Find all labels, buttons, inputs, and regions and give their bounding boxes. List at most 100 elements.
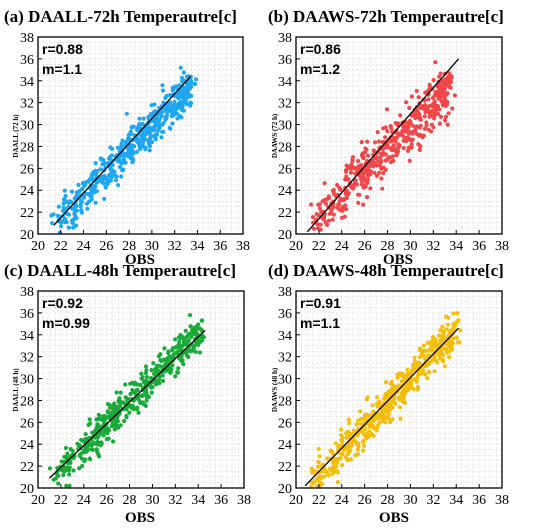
scatter-point (169, 367, 174, 372)
scatter-point (99, 174, 104, 179)
scatter-point (316, 213, 321, 218)
x-tick-label: 38 (237, 493, 251, 508)
scatter-point (131, 406, 136, 412)
x-tick-label: 32 (168, 493, 182, 508)
y-tick-label: 26 (20, 416, 34, 431)
scatter-point (163, 368, 168, 374)
scatter-point (105, 402, 110, 407)
regression-line (304, 327, 459, 487)
scatter-point (147, 138, 152, 143)
x-tick-label: 30 (403, 493, 417, 508)
scatter-point (70, 221, 75, 226)
scatter-point (376, 139, 382, 144)
scatter-point (316, 460, 321, 465)
scatter-point (415, 387, 420, 392)
scatter-point (335, 480, 341, 485)
scatter-point (149, 103, 154, 108)
y-tick-label: 34 (20, 329, 34, 344)
scatter-point (406, 381, 411, 386)
scatter-point (411, 366, 416, 371)
scatter-point (112, 407, 117, 413)
scatter-point (317, 474, 322, 479)
x-tick-label: 38 (495, 239, 509, 254)
scatter-point (161, 129, 166, 134)
scatter-point (360, 448, 366, 453)
scatter-point (109, 424, 114, 429)
scatter-point (132, 382, 137, 387)
scatter-point (183, 96, 188, 101)
scatter-point (72, 213, 78, 218)
scatter-point (348, 457, 353, 462)
panel-2: 20 22 24 26 28 30 32 34 36 38 20 22 24 26 28 30 32 34 36 38… (4, 261, 251, 526)
scatter-point (383, 420, 388, 425)
regression-line (306, 58, 460, 233)
scatter-point (364, 436, 369, 441)
scatter-point (362, 150, 368, 155)
scatter-point (365, 139, 370, 144)
scatter-point (161, 378, 166, 383)
scatter-point (178, 65, 183, 70)
scatter-point (407, 158, 412, 163)
plot-frame (295, 290, 503, 489)
scatter-point (125, 136, 131, 141)
scatter-point (135, 137, 141, 142)
scatter-point (64, 456, 70, 461)
scatter-point (316, 446, 321, 451)
scatter-point (193, 77, 199, 82)
scatter-point (385, 410, 390, 415)
scatter-point (383, 380, 389, 385)
scatter-point (452, 93, 457, 98)
x-axis-label: OBS (125, 510, 155, 526)
scatter-point (180, 78, 185, 83)
scatter-point (424, 123, 429, 128)
scatter-point (446, 111, 451, 116)
scatter-point (384, 107, 390, 112)
scatter-point (358, 409, 363, 414)
scatter-point (409, 371, 414, 376)
scatter-point (444, 314, 449, 319)
scatter-point (449, 74, 454, 79)
scatter-point (87, 456, 92, 461)
scatter-point (311, 468, 316, 473)
scatter-point (345, 451, 350, 457)
scatter-point (80, 181, 85, 186)
scatter-point (400, 129, 405, 134)
y-axis-label: DAALL (48 h) (12, 368, 20, 412)
scatter-point (193, 81, 198, 87)
scatter-point (160, 83, 165, 88)
scatter-point (350, 157, 355, 162)
scatter-point (347, 421, 352, 426)
scatter-point (56, 204, 61, 209)
scatter-point (59, 459, 64, 464)
scatter-point (403, 389, 408, 394)
scatter-point (128, 129, 133, 135)
scatter-point (406, 125, 411, 130)
scatter-point (388, 391, 393, 396)
y-tick-label: 26 (278, 416, 292, 431)
scatter-point (422, 114, 427, 119)
scatter-point (443, 114, 449, 119)
scatter-point (423, 348, 428, 353)
scatter-point (161, 100, 166, 105)
scatter-point (432, 116, 437, 121)
x-tick-label: 26 (358, 239, 372, 254)
y-tick-label: 20 (20, 482, 34, 497)
scatter-point (366, 169, 372, 174)
scatter-point (66, 468, 71, 473)
scatter-point (50, 221, 55, 226)
scatter-point (432, 369, 437, 374)
scatter-point (80, 463, 85, 469)
scatter-point (163, 358, 168, 363)
scatter-point (441, 90, 446, 95)
scatter-point (134, 388, 139, 393)
scatter-point (337, 202, 342, 207)
scatter-point (110, 410, 115, 415)
chart-title: (c) DAALL-48h Temperautre[c] (4, 261, 236, 280)
scatter-point (346, 177, 351, 182)
scatter-point (353, 453, 358, 458)
scatter-point (89, 447, 94, 452)
scatter-point (397, 405, 402, 410)
scatter-point (199, 318, 205, 323)
scatter-point (337, 207, 342, 212)
